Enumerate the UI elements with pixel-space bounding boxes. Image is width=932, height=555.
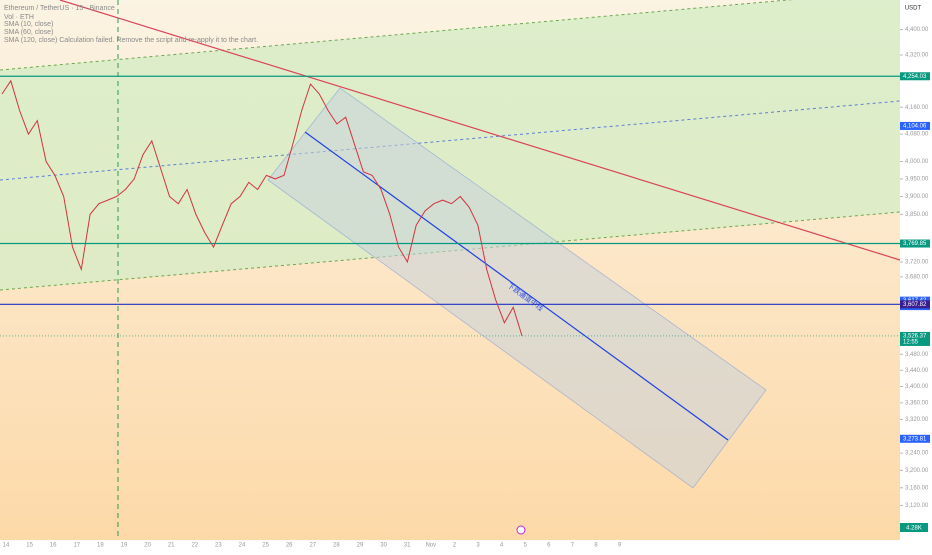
currency: USDT xyxy=(905,6,922,12)
time-axis xyxy=(0,540,900,550)
price-tick-label: 3,160.00 xyxy=(905,485,929,491)
date-label: 4 xyxy=(500,543,504,549)
price-tick-label: 3,900.00 xyxy=(905,194,929,200)
price-tag: 3,273.81 xyxy=(903,436,927,442)
indicator: SMA (60, close) xyxy=(4,29,53,36)
price-tag-bg xyxy=(900,434,930,443)
price-tag: 4,254.03 xyxy=(903,74,927,80)
down-channel-mid xyxy=(304,131,729,441)
price-tick-label: 3,440.00 xyxy=(905,368,929,374)
price-tag: 4,104.06 xyxy=(903,124,927,130)
date-label: 8 xyxy=(594,543,598,549)
date-label: 19 xyxy=(121,543,128,549)
price-tick-label: 4,000.00 xyxy=(905,159,929,165)
date-label: 14 xyxy=(3,543,10,549)
symbol: Ethereum / TetherUS · 15 · Binance xyxy=(4,5,115,12)
date-label: 29 xyxy=(357,543,364,549)
date-label: 6 xyxy=(547,543,551,549)
price-line xyxy=(1,79,523,337)
date-label: 3 xyxy=(476,543,480,549)
date-label: 31 xyxy=(404,543,411,549)
trend-line xyxy=(59,0,901,261)
date-label: 20 xyxy=(144,543,151,549)
price-tick-label: 3,360.00 xyxy=(905,400,929,406)
price-tick-label: 4,320.00 xyxy=(905,53,929,59)
volume-tag: 4.28K xyxy=(906,526,922,532)
date-label: 16 xyxy=(50,543,57,549)
price-tag: 3,607.82 xyxy=(903,302,927,308)
down-channel xyxy=(267,87,767,489)
date-label: 26 xyxy=(286,543,293,549)
price-tick-label: 4,400.00 xyxy=(905,27,929,33)
price-tag-bg xyxy=(900,331,930,346)
price-tick-label: 3,850.00 xyxy=(905,212,929,218)
price-axis xyxy=(900,0,932,550)
price-tag-bg xyxy=(900,72,930,81)
date-label: 30 xyxy=(380,543,387,549)
channel-mid xyxy=(0,100,901,181)
date-label: 25 xyxy=(262,543,269,549)
price-tick-label: 3,950.00 xyxy=(905,176,929,182)
indicator: SMA (120, close) Calculation failed. Rem… xyxy=(4,37,258,44)
price-timer: 12:55 xyxy=(903,340,919,346)
date-label: 5 xyxy=(524,543,528,549)
date-label: 24 xyxy=(239,543,246,549)
price-tick-label: 3,200.00 xyxy=(905,468,929,474)
date-label: 2 xyxy=(453,543,457,549)
price-tick-label: 3,480.00 xyxy=(905,352,929,358)
price-tag-bg xyxy=(900,121,930,130)
volume-tag-bg xyxy=(900,523,928,532)
price-tag: 3,769.85 xyxy=(903,241,927,247)
channel-edge xyxy=(0,0,794,71)
indicator: SMA (10, close) xyxy=(4,21,53,28)
price-tag-bg xyxy=(900,239,930,248)
event-icon[interactable] xyxy=(516,525,526,535)
date-label: 7 xyxy=(571,543,575,549)
indicator: Vol · ETH xyxy=(4,14,34,21)
price-tick-label: 4,080.00 xyxy=(905,132,929,138)
price-tick-label: 3,240.00 xyxy=(905,451,929,457)
date-label: Nov xyxy=(425,543,436,549)
date-label: 15 xyxy=(26,543,33,549)
date-label: 28 xyxy=(333,543,340,549)
date-label: 18 xyxy=(97,543,104,549)
date-label: 23 xyxy=(215,543,222,549)
date-label: 21 xyxy=(168,543,175,549)
price-tick-label: 3,400.00 xyxy=(905,384,929,390)
price-tick-label: 3,720.00 xyxy=(905,260,929,266)
date-label: 17 xyxy=(73,543,80,549)
price-tag-bg xyxy=(900,300,930,309)
date-label: 22 xyxy=(191,543,198,549)
date-label: 9 xyxy=(618,543,622,549)
price-tick-label: 3,680.00 xyxy=(905,274,929,280)
price-tag: 3,526.37 xyxy=(903,334,927,340)
date-label: 27 xyxy=(309,543,316,549)
price-tick-label: 3,320.00 xyxy=(905,417,929,423)
price-tick-label: 3,120.00 xyxy=(905,503,929,509)
price-tick-label: 4,160.00 xyxy=(905,105,929,111)
